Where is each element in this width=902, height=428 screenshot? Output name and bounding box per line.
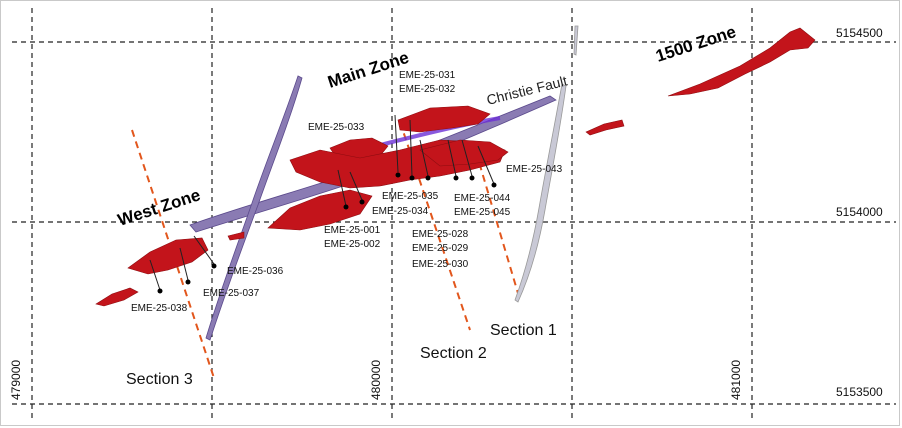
fault-vein-west (205, 75, 303, 341)
drillhole-label-035: EME-25-035 (382, 191, 439, 202)
collar-035 (425, 175, 431, 181)
trace-001 (337, 169, 347, 207)
easting-label-480000: 480000 (369, 360, 383, 400)
northing-label-5154000: 5154000 (836, 205, 883, 219)
easting-label-481000: 481000 (729, 360, 743, 400)
northing-label-5153500: 5153500 (836, 385, 883, 399)
collar-038 (157, 288, 163, 294)
collar-043 (491, 182, 497, 188)
trace-034 (349, 171, 363, 201)
trace-031 (394, 114, 399, 173)
trace-043 (477, 145, 495, 185)
ore-body-main-south (267, 189, 373, 231)
drillhole-label-033: EME-25-033 (308, 122, 365, 133)
collar-037 (185, 279, 191, 285)
trace-037 (179, 247, 189, 281)
trace-044 (447, 139, 457, 177)
drillhole-label-001: EME-25-001 (324, 225, 381, 236)
christie-fault-label: Christie Fault (485, 72, 569, 108)
collar-044 (453, 175, 459, 181)
1500-zone-label: 1500 Zone (653, 22, 738, 66)
collar-001 (343, 204, 349, 210)
northing-label-5154500: 5154500 (836, 26, 883, 40)
fault-vein-east (514, 83, 567, 303)
drillhole-label-045: EME-25-045 (454, 207, 511, 218)
drillhole-label-030: EME-25-030 (412, 259, 469, 270)
drillhole-label-029: EME-25-029 (412, 243, 469, 254)
drillhole-label-037: EME-25-037 (203, 288, 260, 299)
trace-038 (149, 259, 161, 291)
drillhole-label-034: EME-25-034 (372, 206, 429, 217)
fault-planes (189, 25, 579, 341)
collar-036 (211, 263, 217, 269)
drillhole-label-032: EME-25-032 (399, 84, 456, 95)
section-1-label: Section 1 (490, 322, 557, 339)
drillhole-label-002: EME-25-002 (324, 239, 381, 250)
drillhole-label-043: EME-25-043 (506, 164, 563, 175)
collar-034 (359, 199, 365, 205)
drill-collars (157, 172, 497, 294)
section-3-line (131, 129, 215, 379)
section-1-line (475, 151, 521, 301)
trace-036 (193, 235, 215, 265)
trace-032 (409, 119, 413, 177)
section-3-label: Section 3 (126, 371, 193, 388)
coordinate-grid (12, 8, 896, 420)
ore-body-west-tail (95, 287, 139, 307)
trace-035 (419, 139, 429, 177)
drillhole-label-044: EME-25-044 (454, 193, 511, 204)
collar-032 (409, 175, 415, 181)
west-zone-label: West Zone (115, 185, 202, 230)
collar-045 (469, 175, 475, 181)
ore-body-west-small (227, 231, 245, 241)
drillhole-label-031: EME-25-031 (399, 70, 456, 81)
ore-body-main-top (397, 105, 491, 133)
ore-body-1500-zone (667, 27, 816, 97)
collar-031 (395, 172, 401, 178)
ore-body-main-east (419, 139, 509, 167)
drillhole-label-038: EME-25-038 (131, 303, 188, 314)
trace-045 (461, 139, 473, 177)
ore-body-west-zone (127, 237, 209, 275)
easting-label-479000: 479000 (9, 360, 23, 400)
section-2-label: Section 2 (420, 345, 487, 362)
fault-highlight (379, 116, 501, 147)
fault-vein-north (573, 25, 579, 56)
ore-body-east-small (585, 119, 625, 136)
drill-traces (149, 114, 495, 291)
drillhole-label-036: EME-25-036 (227, 266, 284, 277)
drillhole-label-028: EME-25-028 (412, 229, 469, 240)
